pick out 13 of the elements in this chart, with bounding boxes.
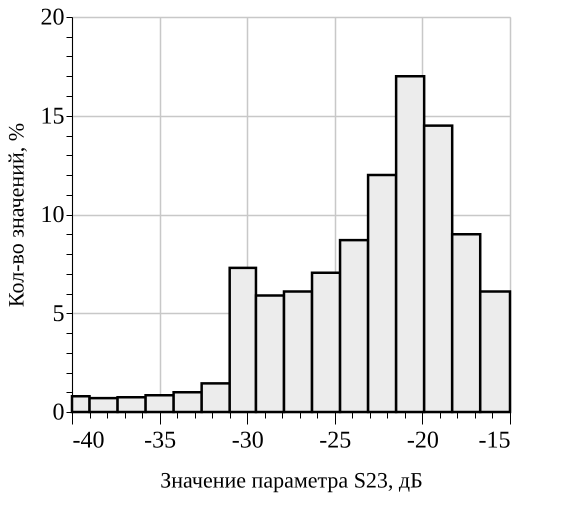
x-axis-title: Значение параметра S23, дБ — [160, 468, 423, 492]
y-axis-title: Кол-во значений, % — [4, 122, 28, 308]
x-tick-label: -40 — [72, 428, 104, 454]
y-tick-label: 5 — [52, 300, 64, 327]
x-tick-label: -35 — [144, 428, 176, 454]
y-tick-label: 0 — [52, 400, 64, 426]
y-tick-label: 10 — [40, 202, 64, 228]
x-tick-label: -25 — [319, 428, 352, 454]
x-tick-label: -30 — [232, 428, 264, 454]
y-tick-label: 15 — [40, 103, 64, 130]
x-tick-label: -20 — [406, 428, 439, 454]
y-tick-label: 20 — [40, 4, 64, 30]
x-tick-label: -15 — [478, 428, 510, 454]
